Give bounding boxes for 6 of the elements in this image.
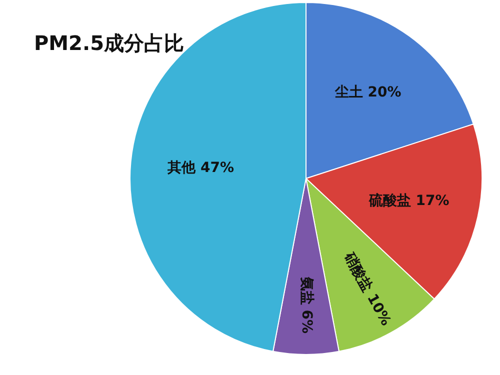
slice-label: 其他 47% bbox=[166, 160, 234, 176]
slice-label: 硫酸盐 17% bbox=[368, 192, 450, 210]
text: PM2.5成分占比 bbox=[34, 30, 184, 57]
slice-label: 尘土 20% bbox=[334, 84, 402, 101]
slice-label: 氨盐 6% bbox=[298, 276, 314, 334]
slice-label: 硝酸盐 10% bbox=[340, 249, 394, 328]
